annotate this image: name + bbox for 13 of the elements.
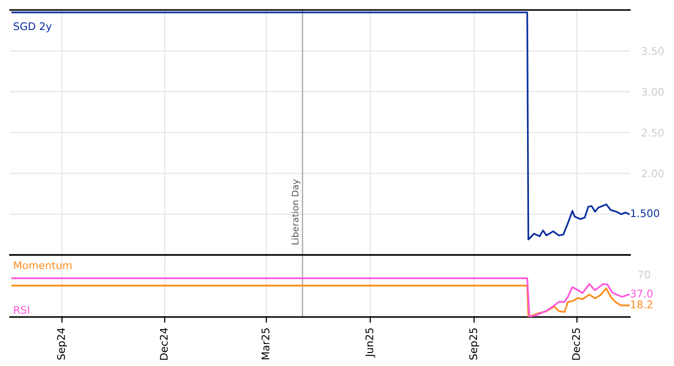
x-tick-label: Sep25: [469, 328, 480, 360]
x-tick-label: Dec25: [572, 328, 580, 360]
x-tick-label: Sep24: [57, 328, 67, 360]
annotation: 37.0: [630, 290, 652, 298]
text: RSI: [14, 306, 29, 314]
x-tick-label: Dec24: [160, 328, 168, 360]
annotation: 1.500: [631, 209, 660, 218]
series-label: Momentum: [14, 261, 72, 270]
x-tick-label: Mar25: [262, 328, 270, 360]
ref-line-label: Liberation Day: [292, 179, 300, 244]
series-label: SGD 2y: [14, 22, 52, 32]
x-tick-label: Jun25: [365, 328, 376, 358]
annotation: 18.2: [631, 300, 652, 308]
